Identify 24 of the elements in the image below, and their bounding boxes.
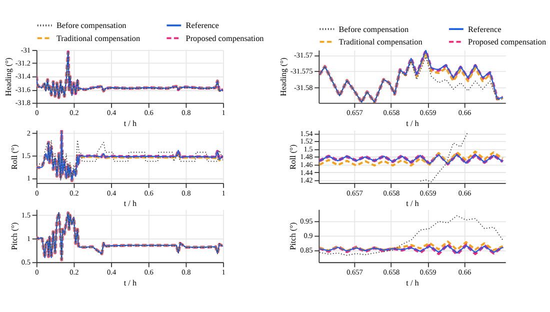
x-axis-title: t / h [406,199,419,208]
y-axis-title: Pitch (°) [288,222,298,250]
x-axis-title: t / h [406,278,419,288]
x-axis-title: t / h [124,119,137,128]
legend-label: Traditional compensation [56,34,140,43]
y-axis-title: Heading (°) [4,57,13,96]
legend-label: Before compensation [56,21,126,30]
x-axis-title: t / h [124,278,137,288]
y-axis-title: Roll (°) [288,144,298,170]
legend-label: Traditional compensation [338,38,422,47]
y-axis-title: Pitch (°) [10,222,19,250]
x-axis-title: t / h [124,199,137,208]
y-axis-title: Heading (°) [278,57,288,96]
legend-label: Before compensation [338,24,409,34]
y-axis-title: Roll (°) [10,144,19,170]
line-series [36,140,224,182]
line-series [318,215,504,256]
x-axis-title: t / h [406,119,419,128]
legend-label: Reference [186,21,220,30]
legend-label: Proposed compensation [186,34,264,43]
legend-label: Reference [468,24,502,34]
legend-label: Proposed compensation [468,38,546,47]
line-series [420,131,468,182]
line-series [318,240,504,252]
